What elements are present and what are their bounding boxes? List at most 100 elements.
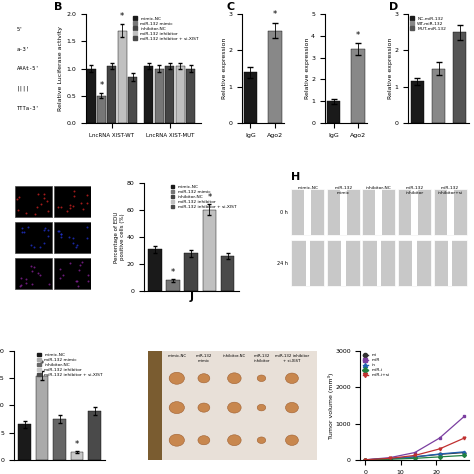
Point [83, 191, 91, 199]
Point [25, 223, 32, 231]
Bar [55, 186, 91, 218]
Point [69, 240, 77, 247]
Ellipse shape [169, 372, 184, 384]
Text: H: H [292, 173, 301, 182]
Point [34, 269, 42, 276]
Text: mimic-NC: mimic-NC [297, 186, 318, 190]
Bar [148, 351, 162, 460]
Bar [352, 49, 365, 123]
Point [31, 210, 39, 217]
Point [55, 227, 63, 234]
Ellipse shape [285, 435, 298, 446]
Text: J: J [189, 292, 193, 302]
Point [33, 203, 41, 211]
Legend: NC-miR-132, WT-miR-132, MUT-miR-132: NC-miR-132, WT-miR-132, MUT-miR-132 [410, 17, 446, 30]
Point [74, 282, 82, 290]
Point [71, 192, 78, 200]
Point [73, 243, 80, 251]
Point [28, 280, 36, 288]
Bar [292, 189, 324, 235]
Text: mimic-NC: mimic-NC [167, 355, 186, 358]
Point [34, 190, 42, 198]
Bar [411, 189, 418, 235]
Point [44, 208, 51, 215]
Legend: mimic-NC, miR-132 mimic, inhibitor-NC, miR-132 inhibitor, miR-132 inhibitor + si: mimic-NC, miR-132 mimic, inhibitor-NC, m… [171, 185, 237, 209]
Ellipse shape [228, 435, 241, 446]
Text: C: C [227, 2, 235, 12]
Point [65, 233, 73, 241]
Point [54, 228, 61, 235]
Bar [412, 240, 417, 286]
Bar [434, 189, 466, 235]
Point [36, 271, 44, 279]
Point [15, 193, 22, 201]
Point [78, 258, 86, 266]
Point [27, 263, 34, 270]
Bar [15, 222, 52, 253]
Point [69, 235, 77, 242]
Ellipse shape [257, 437, 266, 444]
Point [80, 206, 87, 213]
Legend: mi, miR, in, miR-i, miR-i+si: mi, miR, in, miR-i, miR-i+si [363, 353, 390, 377]
Text: *: * [171, 268, 175, 277]
Text: *: * [207, 193, 211, 202]
Text: a-3': a-3' [17, 47, 30, 52]
Bar [327, 240, 360, 286]
Bar [341, 240, 346, 286]
Bar [203, 210, 216, 292]
Text: 0 h: 0 h [280, 210, 288, 215]
Point [40, 194, 47, 202]
Point [73, 277, 80, 285]
Y-axis label: Percentage of EDU
positive cells (%): Percentage of EDU positive cells (%) [114, 211, 125, 263]
Text: B: B [54, 2, 62, 12]
Bar [292, 240, 324, 286]
Point [41, 225, 48, 232]
Point [57, 203, 65, 211]
Point [23, 275, 30, 283]
Point [73, 277, 81, 284]
Point [66, 204, 73, 212]
Legend: mimic-NC, miR-132 mimic, inhibitor-NC, miR-132 inhibitor, miR-132 inhibitor + si: mimic-NC, miR-132 mimic, inhibitor-NC, m… [37, 353, 103, 377]
Bar [432, 69, 446, 123]
Text: *: * [40, 360, 44, 369]
Bar [175, 66, 185, 123]
Y-axis label: Relative expression: Relative expression [388, 38, 393, 99]
Bar [144, 66, 154, 123]
Point [14, 206, 22, 214]
Point [56, 274, 64, 282]
Bar [448, 240, 452, 286]
Bar [184, 253, 198, 292]
Bar [148, 249, 162, 292]
Point [75, 266, 82, 274]
Point [46, 280, 53, 288]
Point [16, 282, 23, 290]
Ellipse shape [198, 374, 210, 383]
Ellipse shape [198, 403, 210, 412]
Bar [71, 452, 83, 460]
Point [28, 267, 36, 275]
Bar [363, 240, 395, 286]
Point [77, 199, 85, 206]
Point [54, 204, 61, 211]
Bar [55, 258, 91, 289]
Point [84, 272, 91, 279]
Bar [166, 281, 180, 292]
Bar [244, 72, 257, 123]
Text: D: D [390, 2, 399, 12]
Point [66, 259, 74, 267]
Point [20, 228, 28, 236]
Point [40, 190, 47, 197]
Text: miR-132
inhibitor+si: miR-132 inhibitor+si [438, 186, 463, 194]
Ellipse shape [228, 402, 241, 413]
Text: 5': 5' [17, 27, 23, 32]
Text: miR-132 inhibitor
+ si-XIST: miR-132 inhibitor + si-XIST [275, 355, 309, 363]
Point [18, 228, 26, 236]
Point [59, 272, 67, 279]
Point [76, 262, 83, 269]
Bar [118, 30, 127, 123]
Point [36, 243, 44, 250]
Text: *: * [120, 12, 124, 21]
Text: *: * [75, 440, 79, 449]
Ellipse shape [257, 404, 266, 411]
Y-axis label: Relative expression: Relative expression [222, 38, 227, 99]
